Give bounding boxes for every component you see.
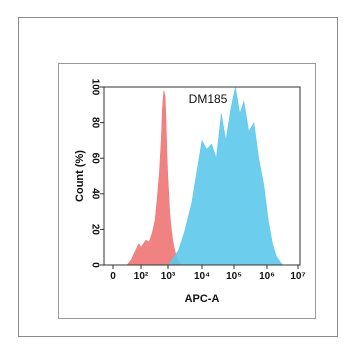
y-tick-label: 20 [89, 224, 100, 236]
y-axis-ticks: 0 20 40 60 80 100 [89, 79, 104, 268]
chart-panel [58, 63, 316, 319]
x-tick-label: 0 [110, 271, 116, 282]
x-tick-label: 10⁴ [194, 271, 210, 282]
y-tick-label: 80 [89, 117, 100, 129]
figure-frame [18, 17, 338, 337]
y-tick-label: 0 [89, 262, 100, 268]
y-tick-label: 40 [89, 188, 100, 200]
y-tick-label: 100 [89, 79, 100, 96]
x-axis-ticks: 0 10² 10³ 10⁴ 10⁵ 10⁶ 10⁷ [110, 265, 306, 282]
x-tick-label: 10³ [161, 271, 176, 282]
x-tick-label: 10² [134, 271, 149, 282]
series-area-1 [126, 90, 183, 266]
y-axis-label: Count (%) [74, 150, 86, 202]
series-area-2 [167, 86, 284, 266]
y-tick-label: 60 [89, 153, 100, 165]
x-tick-label: 10⁶ [259, 271, 275, 282]
chart-title: DM185 [189, 92, 228, 106]
series-layer [126, 86, 284, 266]
x-tick-label: 10⁵ [226, 271, 242, 282]
x-tick-label: 10⁷ [290, 271, 305, 282]
x-axis-label: APC-A [185, 293, 220, 305]
